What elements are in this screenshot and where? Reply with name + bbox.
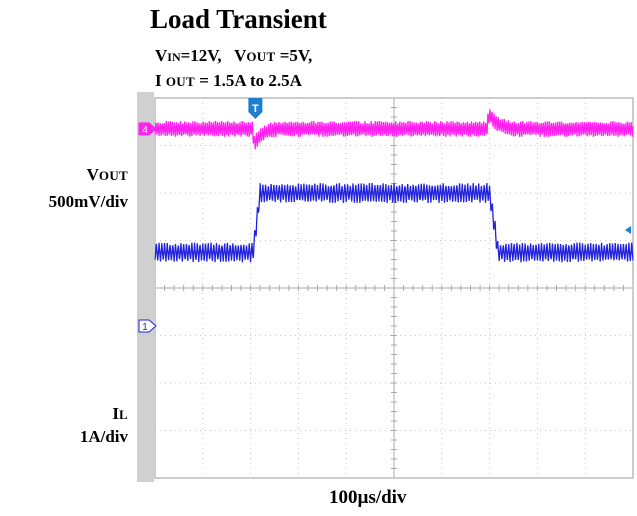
trigger-marker-label: T: [252, 103, 259, 115]
il-channel-marker: [138, 319, 157, 333]
iout-label: I OUT = 1.5A to 2.5A: [155, 71, 302, 90]
vin-label: VIN=12V,: [155, 46, 222, 65]
x-axis-timebase: 100µs/div: [329, 487, 407, 508]
trigger-marker-icon: [248, 98, 263, 119]
conditions-line-2: I OUT = 1.5A to 2.5A: [155, 71, 302, 91]
oscilloscope-plot: 4 1 T: [137, 92, 634, 482]
il-channel-marker-label: 1: [142, 322, 148, 333]
il-channel-name: IL: [112, 404, 128, 423]
vout-channel-scale: 500mV/div: [48, 192, 128, 211]
conditions-line-1: VIN=12V, VOUT =5V,: [155, 46, 312, 66]
il-trace: [154, 182, 634, 263]
trigger-level-arrow-icon: [625, 226, 631, 235]
vout-channel-marker-label: 4: [142, 125, 148, 136]
chart-title: Load Transient: [150, 4, 327, 34]
vout-channel-name: VOUT: [86, 165, 128, 184]
vout-condition-label: VOUT =5V,: [234, 46, 313, 65]
il-channel-scale: 1A/div: [79, 427, 128, 446]
scope-sidebar: [137, 92, 154, 482]
vout-channel-marker: [138, 122, 157, 136]
vout-trace: [154, 109, 634, 150]
